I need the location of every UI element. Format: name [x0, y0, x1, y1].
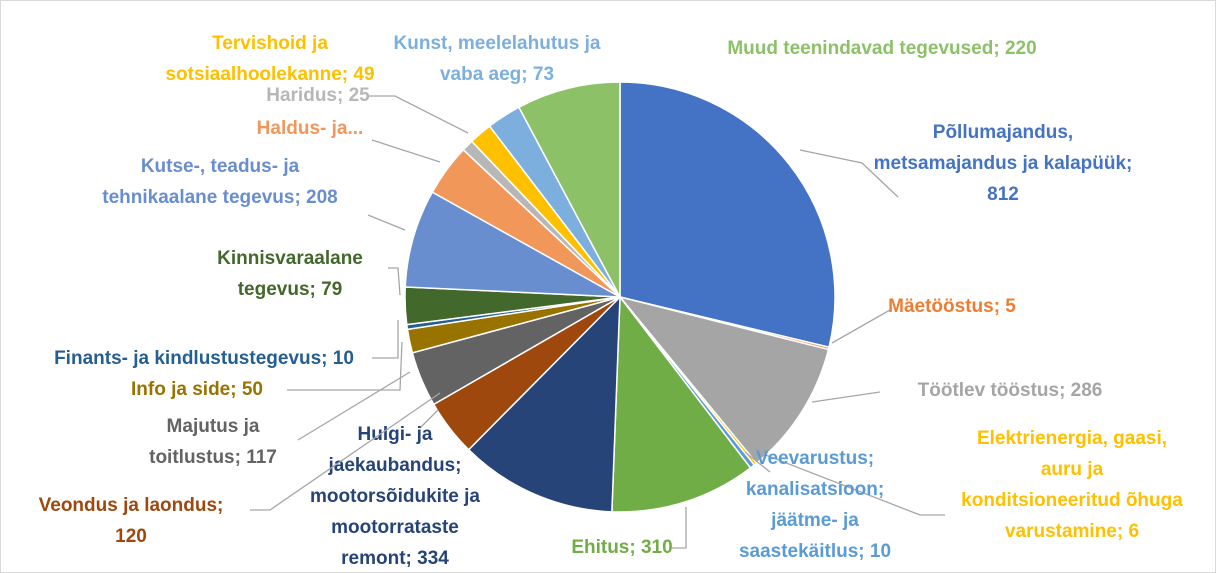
data-label: Kunst, meelelahutus ja — [394, 33, 601, 54]
leader-line — [744, 446, 945, 516]
data-label: remont; 334 — [341, 548, 449, 569]
data-label: Mäetööstus; 5 — [888, 296, 1016, 317]
leader-line — [831, 309, 891, 344]
data-label: vaba aeg; 73 — [440, 64, 554, 85]
data-label: mootorsõidukite ja — [310, 486, 480, 507]
data-label: Muud teenindavad tegevused; 220 — [727, 38, 1036, 59]
data-label: Majutus ja — [167, 416, 260, 437]
leader-line — [388, 267, 401, 296]
data-label: 812 — [987, 184, 1019, 205]
data-label: Elektrienergia, gaasi, — [977, 428, 1167, 449]
data-label: metsamajandus ja kalapüük; — [874, 153, 1133, 174]
data-label: Info ja side; 50 — [131, 379, 263, 400]
data-label: Veevarustus; — [756, 448, 874, 469]
data-label: Põllumajandus, — [933, 122, 1073, 143]
pie-slice — [611, 294, 752, 513]
leader-line — [799, 149, 899, 198]
leader-line — [367, 214, 406, 231]
data-label: Haldus- ja... — [257, 118, 364, 139]
leader-line — [372, 320, 399, 359]
leader-line — [287, 341, 403, 391]
data-label: konditsioneeritud õhuga — [961, 490, 1183, 511]
leader-line — [371, 139, 441, 163]
data-label: toitlustus; 117 — [149, 447, 277, 468]
data-label: Kinnisvaraalane — [217, 248, 363, 269]
data-label: saastekäitlus; 10 — [739, 541, 891, 562]
data-label: auru ja — [1041, 459, 1104, 480]
data-label: 120 — [115, 526, 147, 547]
leader-line — [250, 392, 441, 511]
leader-line — [744, 451, 771, 473]
data-label: Hulgi- ja — [358, 424, 433, 445]
data-label: Veondus ja laondus; — [39, 495, 224, 516]
data-label: Kutse-, teadus- ja — [141, 156, 300, 177]
data-label: varustamine; 6 — [1005, 521, 1139, 542]
pie-slice — [617, 295, 830, 465]
leader-line — [368, 95, 469, 134]
pie-slice — [517, 81, 621, 298]
leader-line — [297, 371, 411, 441]
data-label: Finants- ja kindlustustegevus; 10 — [54, 348, 354, 369]
data-label: Ehitus; 310 — [571, 537, 672, 558]
leader-line — [811, 391, 881, 403]
data-label: jaekaubandus; — [327, 455, 461, 476]
data-label: Töötlev tööstus; 286 — [918, 380, 1103, 401]
leader-line — [672, 507, 687, 549]
pie-slice — [619, 81, 836, 349]
data-label: tehnikaalane tegevus; 208 — [102, 187, 338, 208]
leader-line — [419, 409, 439, 429]
data-label: Haridus; 25 — [266, 85, 370, 106]
data-label: sotsiaalhoolekanne; 49 — [165, 64, 374, 85]
pie-slice — [404, 191, 621, 298]
data-label: Tervishoid ja — [212, 33, 328, 54]
data-label: tegevus; 79 — [238, 279, 343, 300]
pie-slice — [467, 295, 621, 513]
data-label: kanalisatsioon; — [746, 479, 884, 500]
data-label: mootorrataste — [331, 517, 459, 538]
data-label: jäätme- ja — [770, 510, 859, 531]
